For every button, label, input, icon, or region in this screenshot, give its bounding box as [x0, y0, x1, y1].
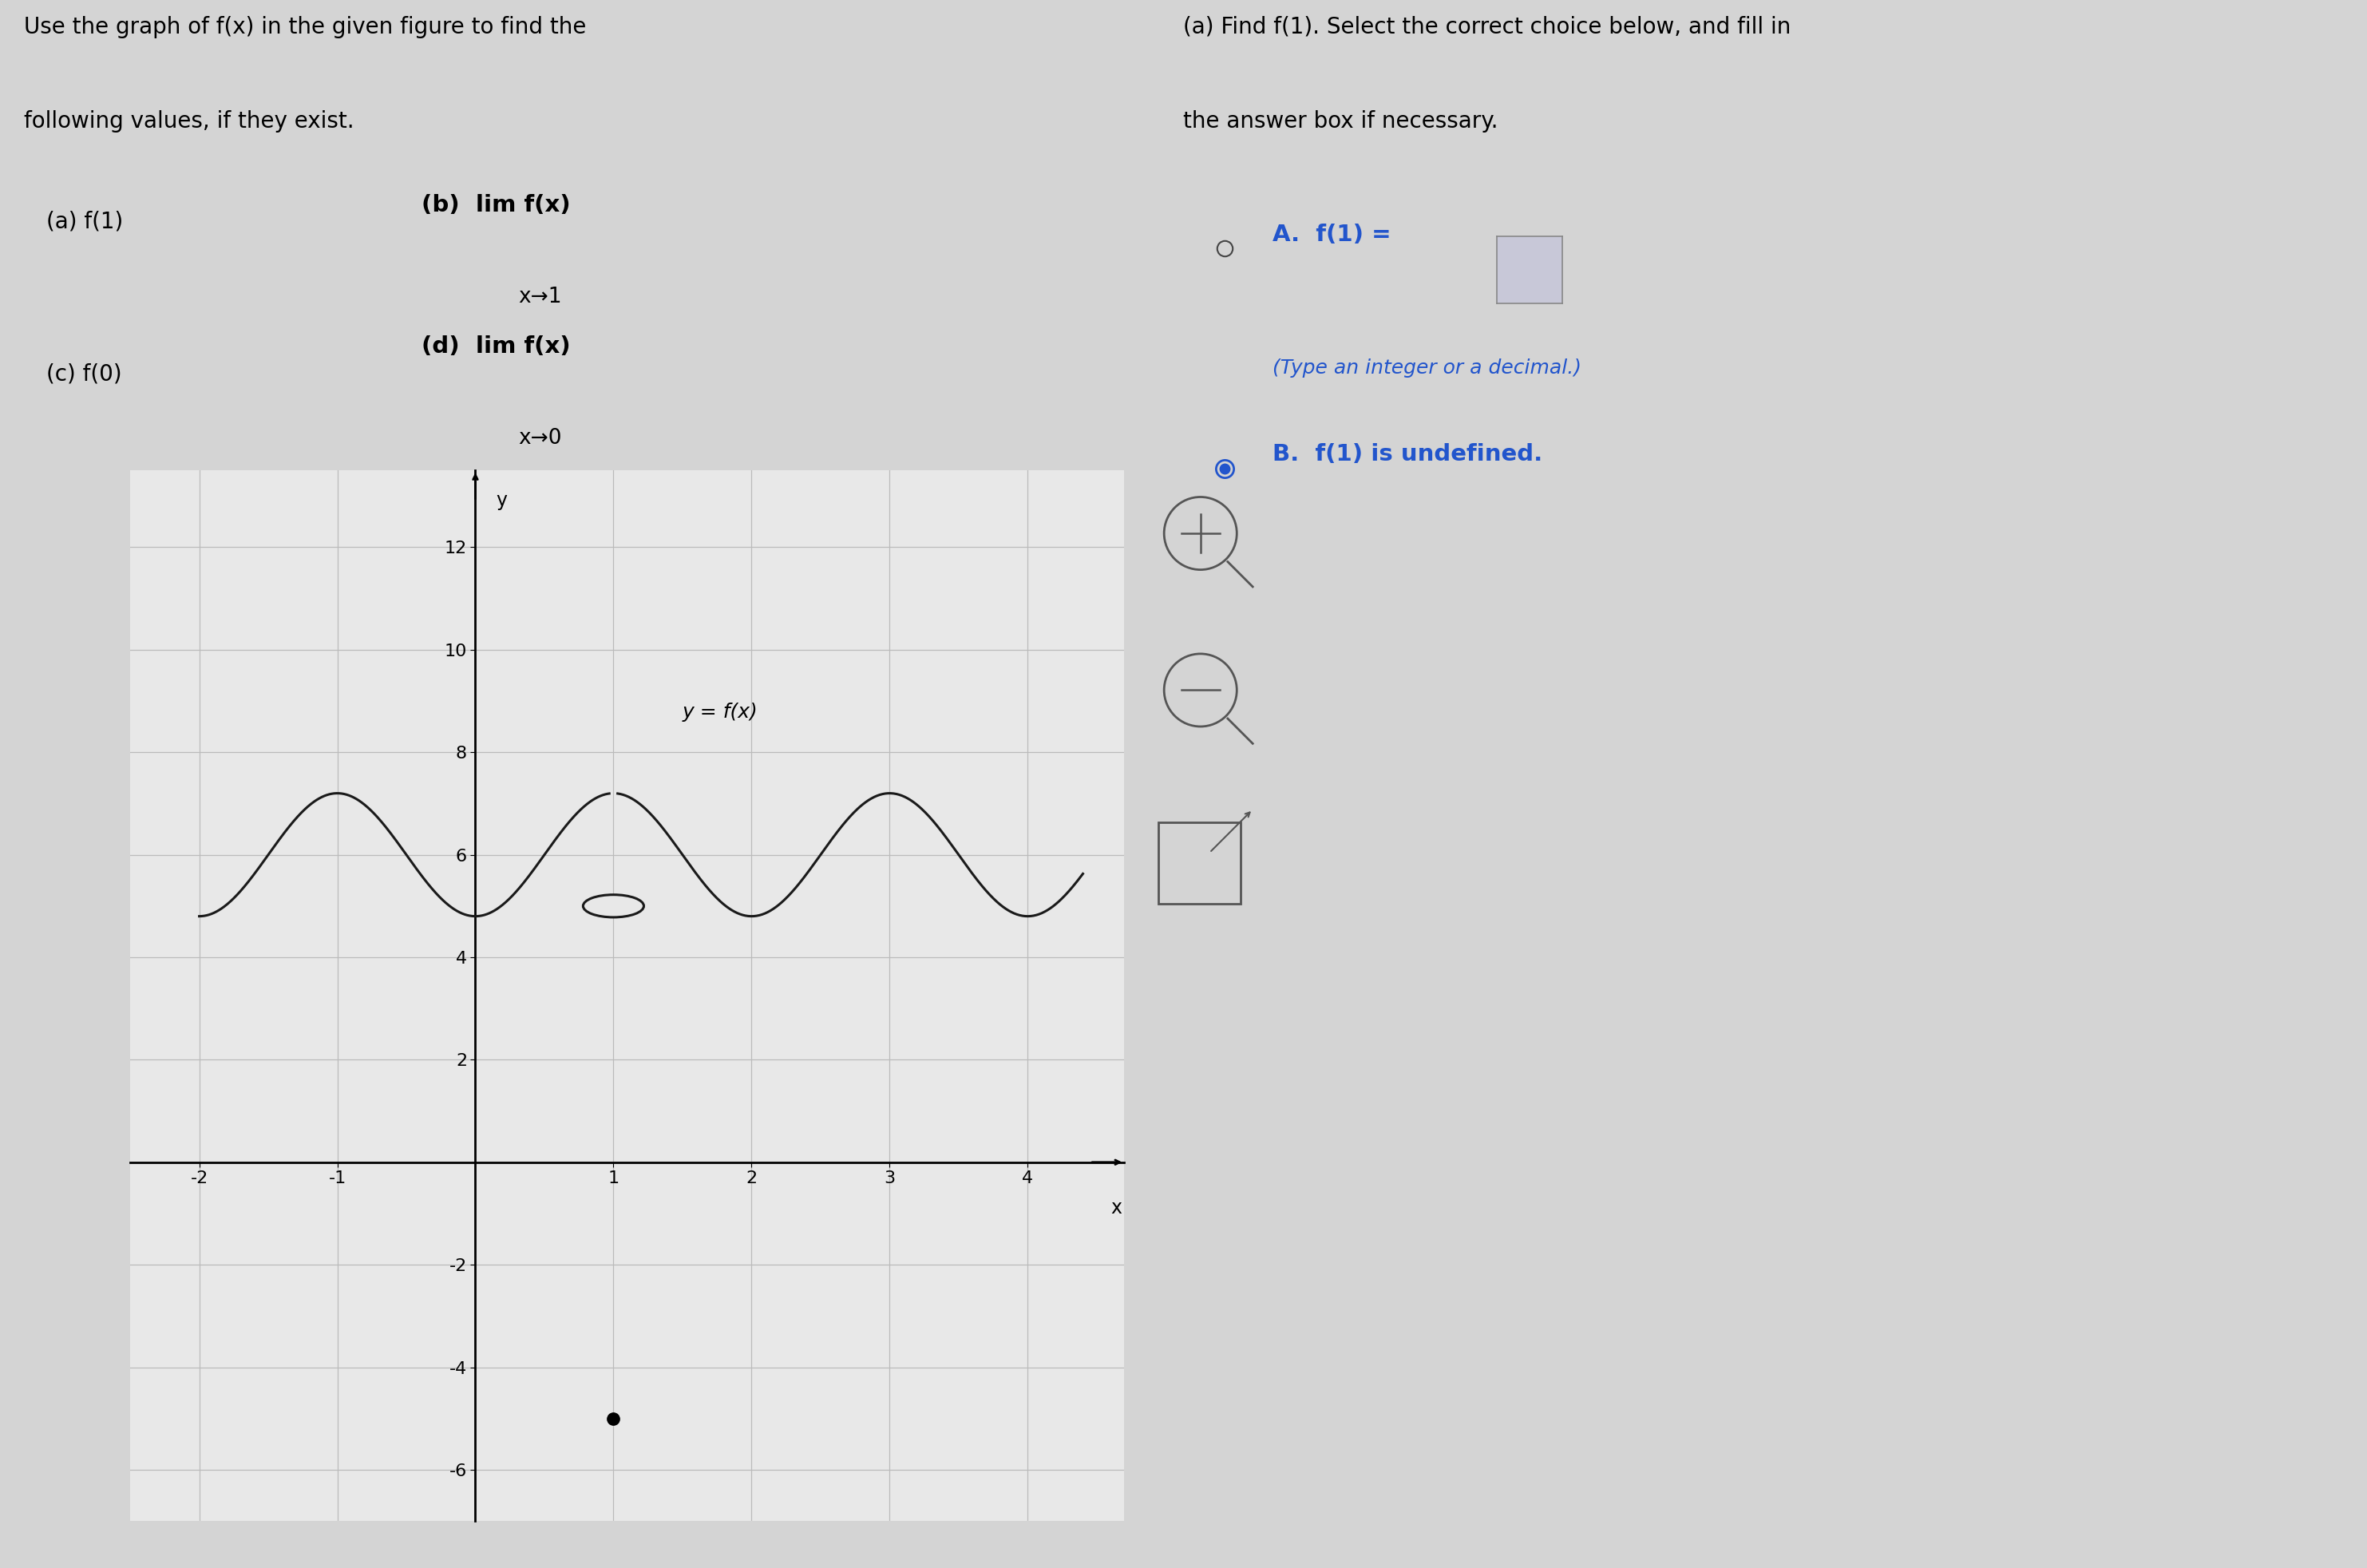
Text: (a) Find f(1). Select the correct choice below, and fill in: (a) Find f(1). Select the correct choice… — [1184, 16, 1792, 38]
Text: A.  f(1) =: A. f(1) = — [1273, 223, 1392, 246]
Text: y = f(x): y = f(x) — [682, 702, 757, 721]
Text: the answer box if necessary.: the answer box if necessary. — [1184, 111, 1498, 133]
Text: following values, if they exist.: following values, if they exist. — [24, 111, 355, 133]
Text: (Type an integer or a decimal.): (Type an integer or a decimal.) — [1273, 359, 1581, 378]
Text: x→0: x→0 — [518, 428, 561, 448]
Text: Use the graph of f(x) in the given figure to find the: Use the graph of f(x) in the given figur… — [24, 16, 587, 38]
Text: (d)  lim f(x): (d) lim f(x) — [421, 336, 570, 358]
Text: y: y — [497, 491, 507, 510]
Text: (c) f(0): (c) f(0) — [47, 364, 123, 386]
Text: (b)  lim f(x): (b) lim f(x) — [421, 194, 570, 216]
Text: x→1: x→1 — [518, 287, 561, 307]
Text: x: x — [1110, 1198, 1122, 1217]
Circle shape — [582, 895, 644, 917]
Text: (a) f(1): (a) f(1) — [47, 210, 123, 234]
Text: B.  f(1) is undefined.: B. f(1) is undefined. — [1273, 444, 1543, 466]
